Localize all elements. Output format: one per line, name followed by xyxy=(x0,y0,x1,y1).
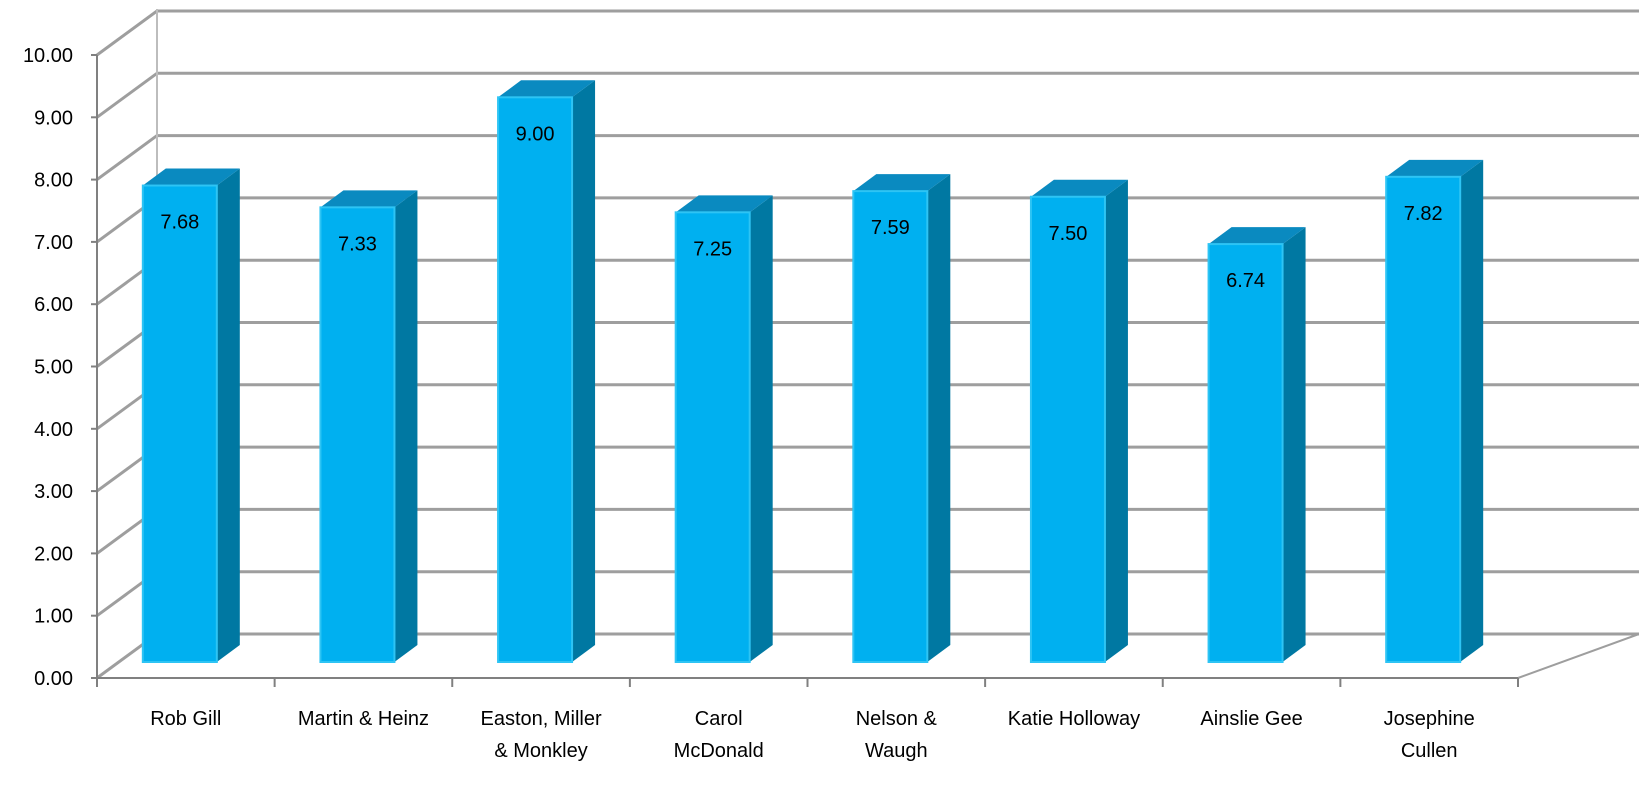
data-label: 7.25 xyxy=(693,238,732,260)
bar-side xyxy=(394,190,418,662)
category-label: Rob Gill xyxy=(150,708,221,730)
y-tick-label: 1.00 xyxy=(34,606,73,628)
bar xyxy=(1207,227,1306,664)
y-tick-label: 4.00 xyxy=(34,419,73,441)
category-label-line: McDonald xyxy=(674,740,764,762)
category-label-line: Easton, Miller xyxy=(480,708,601,730)
bar-top xyxy=(1386,159,1484,177)
category-label-line: Martin & Heinz xyxy=(298,708,429,730)
category-label: Easton, Miller & Monkley xyxy=(480,708,601,762)
category-label: Katie Holloway xyxy=(1008,708,1140,730)
bar-top xyxy=(320,190,418,208)
data-label: 7.68 xyxy=(160,212,199,234)
bar-side xyxy=(216,168,240,662)
data-label: 9.00 xyxy=(516,123,555,145)
category-label-line: Josephine xyxy=(1384,708,1475,730)
bar-front xyxy=(319,206,396,663)
data-label: 7.82 xyxy=(1404,203,1443,225)
bar-top xyxy=(498,80,596,98)
category-label-line: & Monkley xyxy=(494,740,587,762)
category-label: Carol McDonald xyxy=(674,708,764,762)
bar-front xyxy=(852,190,929,663)
bars xyxy=(141,80,1484,664)
bar xyxy=(1385,159,1484,663)
axes xyxy=(91,54,1519,687)
bar xyxy=(674,195,773,663)
data-label: 6.74 xyxy=(1226,270,1265,292)
bar-front xyxy=(497,96,574,664)
bar-front xyxy=(1207,243,1284,664)
bar-top xyxy=(1030,179,1128,197)
bar-top xyxy=(853,174,951,192)
category-label-line: Carol xyxy=(695,708,743,730)
category-label-line: Katie Holloway xyxy=(1008,708,1140,730)
category-label-line: Cullen xyxy=(1401,740,1458,762)
y-tick-label: 3.00 xyxy=(34,481,73,503)
bar-side xyxy=(927,174,951,662)
category-label: Nelson & Waugh xyxy=(856,708,938,762)
category-label: Martin & Heinz xyxy=(298,708,429,730)
bar xyxy=(141,168,240,663)
bar xyxy=(852,174,951,663)
bar-side xyxy=(572,80,596,663)
bar-side xyxy=(1104,179,1128,662)
bar xyxy=(1029,179,1128,663)
category-label-line: Nelson & xyxy=(856,708,938,730)
category-label-line: Ainslie Gee xyxy=(1200,708,1302,730)
category-label: Josephine Cullen xyxy=(1384,708,1475,762)
labels: 0.00 1.00 2.00 3.00 4.00 5.00 6.00 7.00 8.00 9.00… xyxy=(23,45,1475,762)
bar-front xyxy=(141,184,218,663)
bar-side xyxy=(749,195,773,662)
bar-side xyxy=(1282,227,1306,662)
bar-top xyxy=(675,195,773,213)
y-tick-label: 8.00 xyxy=(34,170,73,192)
y-tick-label: 7.00 xyxy=(34,232,73,254)
data-label: 7.59 xyxy=(871,217,910,239)
gridline-side xyxy=(96,9,158,57)
data-label: 7.50 xyxy=(1048,223,1087,245)
y-tick-label: 10.00 xyxy=(23,45,73,67)
bar-side xyxy=(1460,159,1484,662)
bar-top xyxy=(142,168,240,186)
gridline-side xyxy=(96,72,158,119)
data-label: 7.33 xyxy=(338,233,377,255)
gridline-side xyxy=(96,134,158,181)
category-label: Ainslie Gee xyxy=(1200,708,1302,730)
bar-front xyxy=(1029,195,1106,663)
y-tick-label: 9.00 xyxy=(34,107,73,129)
floor-edge xyxy=(1517,633,1639,679)
y-tick-label: 2.00 xyxy=(34,543,73,565)
bar xyxy=(319,190,418,663)
bar-top xyxy=(1208,227,1306,245)
category-label-line: Rob Gill xyxy=(150,708,221,730)
bar-front xyxy=(674,211,751,663)
y-tick-label: 5.00 xyxy=(34,357,73,379)
category-label-line: Waugh xyxy=(865,740,928,762)
bar-front xyxy=(1385,175,1462,663)
y-tick-label: 6.00 xyxy=(34,294,73,316)
y-tick-label: 0.00 xyxy=(34,668,73,690)
bar xyxy=(497,80,596,664)
